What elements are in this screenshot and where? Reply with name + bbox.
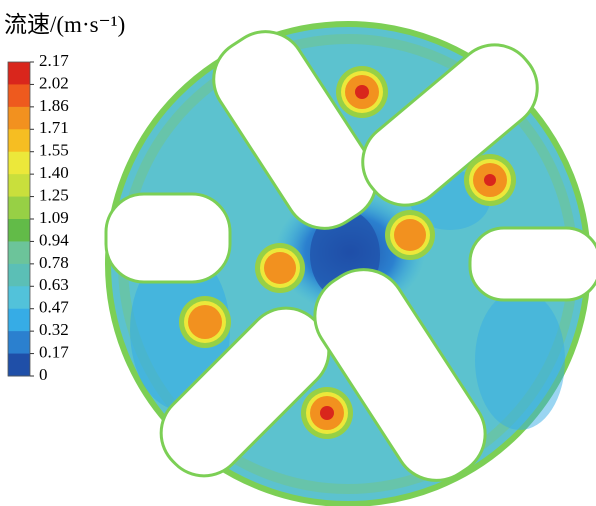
tick-label: 1.55 bbox=[39, 141, 69, 160]
tick-label: 0.17 bbox=[39, 342, 69, 361]
colorbar-segment bbox=[8, 353, 30, 377]
tick-label: 1.86 bbox=[39, 96, 69, 115]
tick-label: 0.32 bbox=[39, 320, 69, 339]
tick-label: 0.78 bbox=[39, 253, 69, 272]
colorbar-segment bbox=[8, 84, 30, 108]
chart-title: 流速/(m·s⁻¹) bbox=[4, 12, 125, 37]
colorbar-segment bbox=[8, 219, 30, 242]
tick-label: 0 bbox=[39, 365, 48, 384]
colorbar-segment bbox=[8, 308, 30, 332]
tick-label: 1.71 bbox=[39, 118, 69, 137]
colorbar-segment bbox=[8, 196, 30, 220]
colorbar-segment bbox=[8, 241, 30, 265]
tick-label: 2.17 bbox=[39, 51, 69, 70]
tick-label: 0.94 bbox=[39, 230, 69, 249]
tick-label: 1.40 bbox=[39, 163, 69, 182]
colorbar: 2.17 2.02 1.86 1.71 1.55 1.40 1.25 1.09 0.94 0.78… bbox=[7, 51, 69, 384]
tick-label: 1.25 bbox=[39, 185, 69, 204]
colorbar-segment bbox=[8, 286, 30, 310]
colorbar-segment bbox=[8, 151, 30, 175]
colorbar-segment bbox=[8, 106, 30, 130]
colorbar-segment bbox=[8, 331, 30, 355]
tick-label: 2.02 bbox=[39, 73, 69, 92]
colorbar-segment bbox=[8, 129, 30, 153]
colorbar-segment bbox=[8, 174, 30, 198]
tick-label: 1.09 bbox=[39, 208, 69, 227]
tick-label: 0.47 bbox=[39, 298, 69, 317]
colorbar-segment bbox=[8, 62, 30, 85]
flow-field bbox=[104, 21, 596, 506]
tick-label: 0.63 bbox=[39, 275, 69, 294]
colorbar-segment bbox=[8, 263, 30, 287]
